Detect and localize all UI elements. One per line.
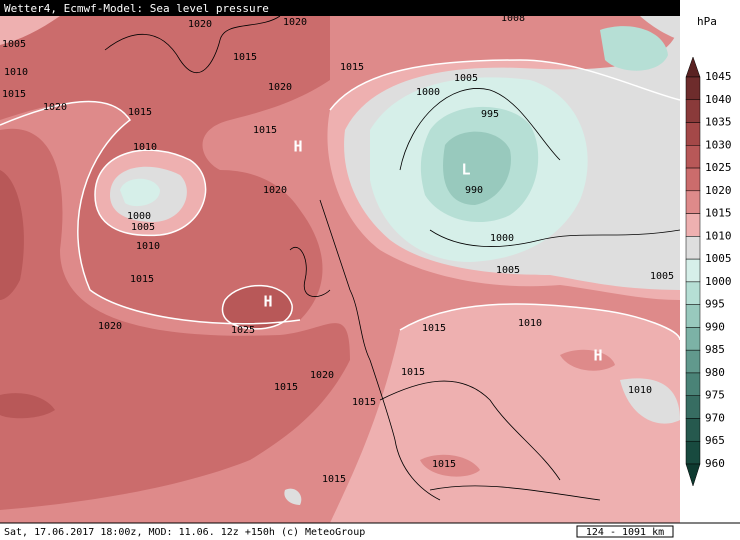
colorbar-swatch xyxy=(685,213,701,237)
header-title: Wetter4, Ecmwf-Model: Sea level pressure xyxy=(4,2,269,15)
colorbar-swatch xyxy=(685,304,701,328)
isobar-label: 1010 xyxy=(133,142,157,153)
pressure-center: H xyxy=(293,138,302,156)
isobar-label: 1005 xyxy=(496,265,520,276)
isobar-label: 1015 xyxy=(401,367,425,378)
isobar-label: 1000 xyxy=(127,211,151,222)
isobar-label: 1025 xyxy=(231,325,255,336)
isobar-label: 1015 xyxy=(130,274,154,285)
colorbar-swatch xyxy=(685,76,701,101)
isobar-label: 1015 xyxy=(432,459,456,470)
colorbar-label: 1000 xyxy=(705,275,732,288)
colorbar-label: 995 xyxy=(705,298,725,311)
isobar-label: 1020 xyxy=(283,17,307,28)
isobars xyxy=(0,59,681,341)
isobar-label: 995 xyxy=(481,109,499,120)
isobar-label: 1015 xyxy=(352,397,376,408)
colorbar-label: 970 xyxy=(705,411,725,424)
pressure-center: L xyxy=(461,161,470,179)
colorbar-swatch xyxy=(685,418,701,442)
isobar-label: 1015 xyxy=(322,474,346,485)
isobar-label: 1015 xyxy=(233,52,257,63)
colorbar-swatch xyxy=(685,145,701,169)
footer-bar xyxy=(0,523,740,540)
colorbar-swatch xyxy=(685,122,701,146)
isobar-label: 1020 xyxy=(188,19,212,30)
colorbar-label: 1025 xyxy=(705,161,732,174)
header-bar xyxy=(0,0,680,16)
colorbar-swatch xyxy=(685,395,701,419)
colorbar-swatch xyxy=(685,258,701,283)
isobar-label: 1020 xyxy=(268,82,292,93)
footer-text: Sat, 17.06.2017 18:00z, MOD: 11.06. 12z … xyxy=(4,527,365,538)
colorbar-swatch xyxy=(685,349,701,374)
colorbar-label: 975 xyxy=(705,389,725,402)
colorbar-label: 990 xyxy=(705,320,725,333)
colorbar-swatch xyxy=(685,99,701,123)
isobar-label: 1020 xyxy=(43,102,67,113)
isobar-label: 1000 xyxy=(416,87,440,98)
legend-unit: hPa xyxy=(697,15,717,28)
isobar-label: 1015 xyxy=(340,62,364,73)
isobar-label: 1015 xyxy=(128,107,152,118)
colorbar-swatch xyxy=(685,167,701,192)
isobar-label: 1010 xyxy=(136,241,160,252)
isobar-label: 1010 xyxy=(4,67,28,78)
isobar-label: 1005 xyxy=(454,73,478,84)
coastlines xyxy=(104,15,681,501)
colorbar-label: 1035 xyxy=(705,116,732,129)
isobar-label: 1010 xyxy=(628,385,652,396)
colorbar-label: 985 xyxy=(705,343,725,356)
isobar-label: 1005 xyxy=(131,222,155,233)
pressure-field xyxy=(0,16,680,523)
colorbar-label: 960 xyxy=(705,457,725,470)
isobar-label: 1015 xyxy=(422,323,446,334)
isobar-label: 1020 xyxy=(98,321,122,332)
isobar-label: 1000 xyxy=(490,233,514,244)
colorbar: 1045 1040 1035 1030 1025 1020 1015 1010 1005 1000… xyxy=(685,56,732,487)
colorbar-label: 1040 xyxy=(705,93,732,106)
pressure-center: H xyxy=(593,347,602,365)
colorbar-label: 1030 xyxy=(705,138,732,151)
isobar-label: 1015 xyxy=(274,382,298,393)
colorbar-label: 1010 xyxy=(705,229,732,242)
isobar-label: 990 xyxy=(465,185,483,196)
isobar-label: 1020 xyxy=(263,185,287,196)
isobar-label: 1008 xyxy=(501,13,525,24)
colorbar-swatch xyxy=(685,327,701,351)
scale-bar xyxy=(576,525,674,538)
colorbar-swatch xyxy=(685,281,701,305)
isobar-label: 1010 xyxy=(518,318,542,329)
scale-text: 124 - 1091 km xyxy=(586,527,664,538)
colorbar-label: 1005 xyxy=(705,252,732,265)
colorbar-swatch xyxy=(685,372,701,396)
colorbar-label: 1015 xyxy=(705,207,732,220)
colorbar-swatch xyxy=(685,190,701,214)
isobar-label: 1005 xyxy=(2,39,26,50)
colorbar-arrow-bottom xyxy=(685,463,701,487)
colorbar-swatch xyxy=(685,236,701,260)
isobar-labels: 1020 1020 1005 1010 1015 1015 1020 1015 H 1015 100… xyxy=(2,13,674,485)
isobar-label: 1015 xyxy=(2,89,26,100)
colorbar-label: 1045 xyxy=(705,70,732,83)
pressure-center: H xyxy=(263,293,272,311)
colorbar-swatch xyxy=(685,440,701,465)
isobar-label: 1015 xyxy=(253,125,277,136)
colorbar-label: 1020 xyxy=(705,184,732,197)
isobar-label: 1005 xyxy=(650,271,674,282)
colorbar-label: 980 xyxy=(705,366,725,379)
isobar-label: 1020 xyxy=(310,370,334,381)
colorbar-label: 965 xyxy=(705,434,725,447)
